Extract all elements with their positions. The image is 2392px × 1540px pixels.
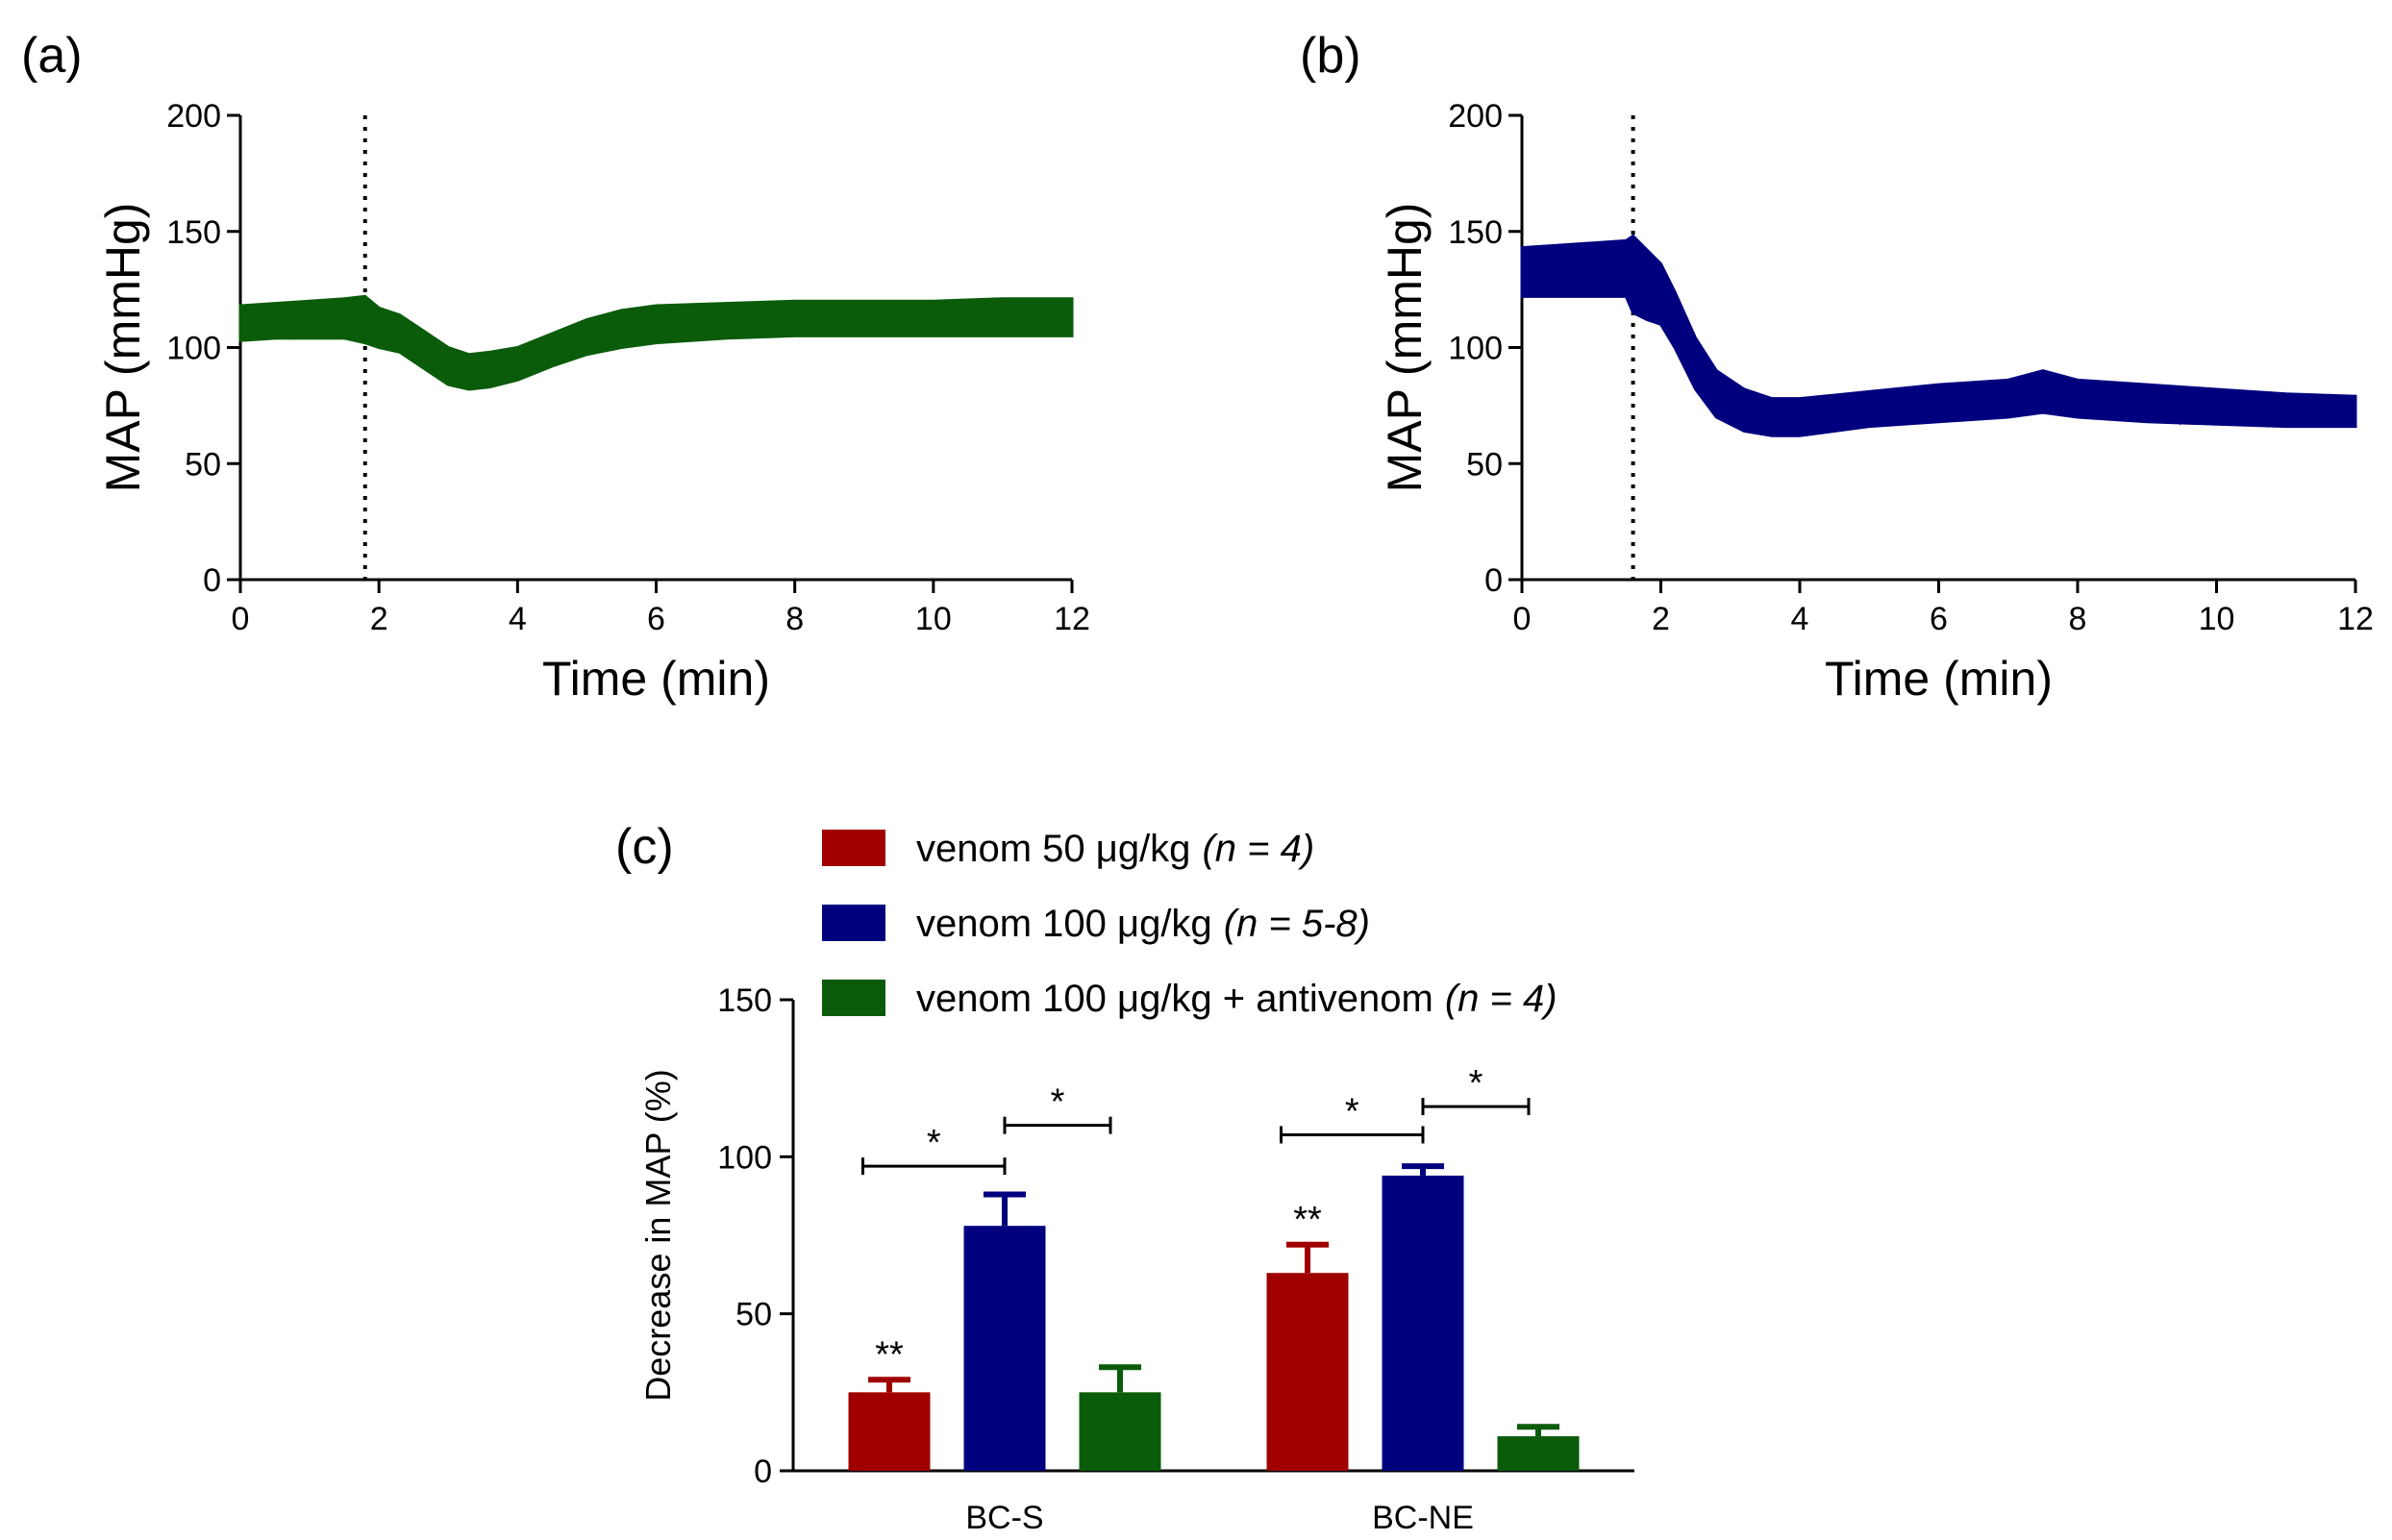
- legend-series-name: venom 100 μg/kg + antivenom: [916, 978, 1433, 1020]
- bracket-mark: *: [1469, 1063, 1483, 1104]
- x-tick-label: 10: [2199, 601, 2235, 637]
- y-axis-title: MAP (mmHg): [96, 203, 150, 493]
- bracket-mark: *: [1051, 1082, 1065, 1123]
- category-label: BC-NE: [1372, 1500, 1474, 1536]
- legend-series-name: venom 50 μg/kg: [916, 828, 1190, 870]
- y-tick-label: 50: [1466, 446, 1503, 483]
- y-tick-label: 100: [166, 331, 221, 367]
- legend-n-label: (n = 4): [1445, 978, 1557, 1020]
- category-label: BC-S: [965, 1500, 1043, 1536]
- y-tick-label: 200: [166, 98, 221, 135]
- legend-swatch: [822, 980, 885, 1016]
- legend-label: venom 100 μg/kg + antivenom (n = 4): [916, 978, 1557, 1020]
- y-axis-title: MAP (mmHg): [1378, 203, 1432, 493]
- x-tick-label: 12: [2337, 601, 2374, 637]
- x-tick-label: 8: [2069, 601, 2087, 637]
- x-tick-label: 10: [915, 601, 952, 637]
- panel-c: (c) venom 50 μg/kg (n = 4) venom 100 μg/kg (…: [615, 819, 1634, 1536]
- x-tick-label: 6: [647, 601, 665, 637]
- legend-label: venom 50 μg/kg (n = 4): [916, 828, 1314, 870]
- legend-swatch: [822, 905, 885, 941]
- bar: [1382, 1175, 1464, 1471]
- legend-label: venom 100 μg/kg (n = 5-8): [916, 903, 1370, 945]
- legend-swatch: [822, 830, 885, 866]
- y-tick-label: 150: [1448, 214, 1503, 251]
- bar: [1266, 1273, 1349, 1471]
- bracket-mark: *: [1345, 1091, 1359, 1131]
- x-tick-label: 4: [509, 601, 527, 637]
- y-tick-label: 100: [1448, 331, 1503, 367]
- y-tick-label: 50: [185, 446, 221, 483]
- bar: [1079, 1392, 1161, 1471]
- y-axis-title: Decrease in MAP (%): [638, 1069, 678, 1401]
- x-tick-label: 12: [1054, 601, 1090, 637]
- trace-line: [239, 297, 1073, 387]
- y-tick-label: 0: [754, 1453, 772, 1490]
- x-tick-label: 4: [1791, 601, 1809, 637]
- panel-label: (b): [1300, 28, 1361, 84]
- x-tick-label: 0: [232, 601, 250, 637]
- x-tick-label: 2: [1652, 601, 1670, 637]
- bar: [848, 1392, 931, 1471]
- panel-label: (a): [21, 28, 83, 84]
- y-tick-label: 100: [717, 1139, 772, 1176]
- trace-line: [1521, 241, 2356, 436]
- significance-mark: **: [1293, 1200, 1322, 1240]
- significance-mark: **: [875, 1334, 904, 1375]
- y-tick-label: 0: [203, 562, 221, 599]
- bar: [1497, 1436, 1580, 1471]
- panel-b: (b) 0 50 100 150 200 0 2 4 6 8 10 12 Time (min) MAP (m…: [1300, 28, 2374, 706]
- legend-series-name: venom 100 μg/kg: [916, 903, 1212, 945]
- panel-label: (c): [615, 819, 674, 875]
- y-tick-label: 0: [1484, 562, 1503, 599]
- y-tick-label: 200: [1448, 98, 1503, 135]
- x-axis-title: Time (min): [1825, 652, 2053, 706]
- bar: [963, 1226, 1046, 1471]
- y-tick-label: 150: [166, 214, 221, 251]
- legend-n-label: (n = 5-8): [1224, 903, 1370, 945]
- x-tick-label: 2: [370, 601, 388, 637]
- bracket-mark: *: [927, 1123, 941, 1163]
- y-tick-label: 150: [717, 982, 772, 1019]
- x-tick-label: 6: [1930, 601, 1948, 637]
- panel-a: (a) 0 50 100 150 200 0 2 4 6 8 10 12 Time (min) MAP (m…: [21, 28, 1090, 706]
- x-tick-label: 0: [1513, 601, 1532, 637]
- x-tick-label: 8: [785, 601, 804, 637]
- x-axis-title: Time (min): [542, 652, 770, 706]
- y-tick-label: 50: [735, 1297, 772, 1333]
- legend-n-label: (n = 4): [1202, 828, 1314, 870]
